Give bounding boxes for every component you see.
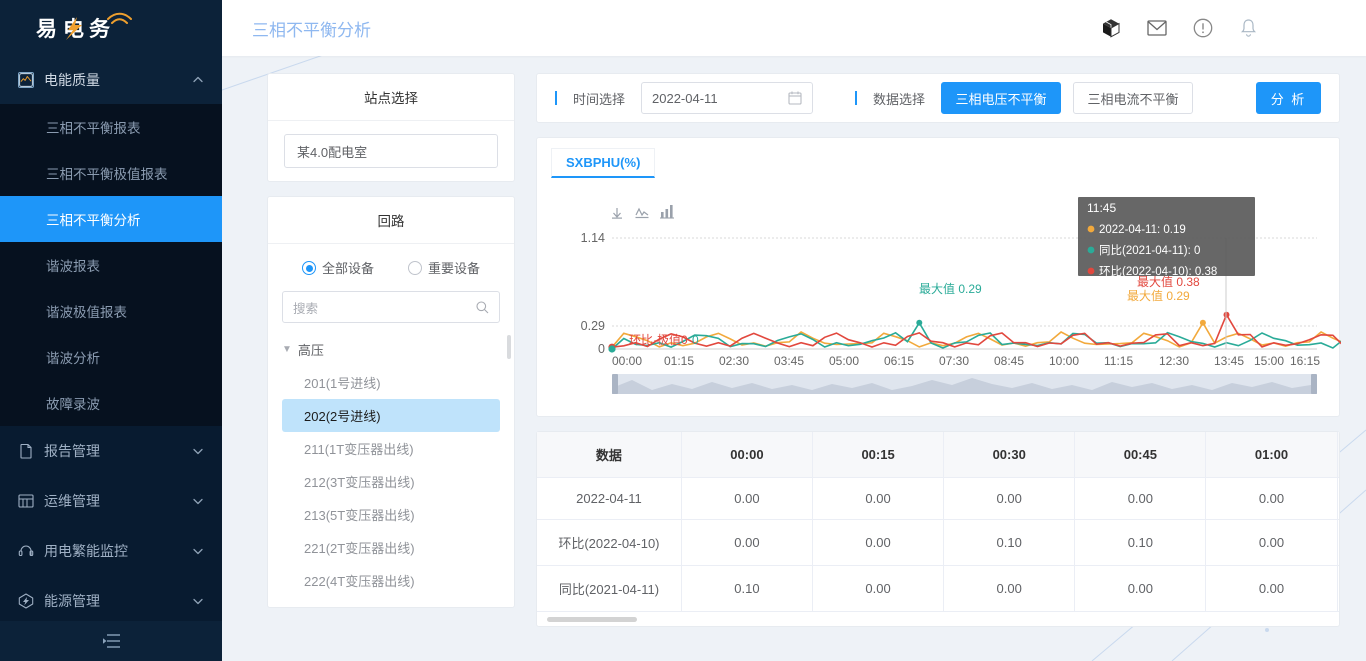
svg-text:02:30: 02:30 — [719, 354, 749, 368]
svg-text:最大值 0.29: 最大值 0.29 — [1127, 288, 1190, 303]
svg-text:13:45: 13:45 — [1214, 354, 1244, 368]
svg-text:环比·极值0: 环比·极值0 — [629, 332, 688, 347]
svg-text:0: 0 — [598, 342, 605, 356]
svg-text:12:30: 12:30 — [1159, 354, 1189, 368]
svg-text:15:00: 15:00 — [1254, 354, 1284, 368]
svg-text:16:15: 16:15 — [1290, 354, 1320, 368]
svg-text:0.29: 0.29 — [581, 319, 605, 333]
svg-text:08:45: 08:45 — [994, 354, 1024, 368]
svg-text:00:00: 00:00 — [612, 354, 642, 368]
svg-text:务: 务 — [89, 17, 111, 41]
svg-text:11:15: 11:15 — [1104, 354, 1133, 368]
svg-text:10:00: 10:00 — [1049, 354, 1079, 368]
svg-text:07:30: 07:30 — [939, 354, 969, 368]
svg-text:环比(2022-04-10): 0.38: 环比(2022-04-10): 0.38 — [1099, 265, 1217, 278]
svg-text:03:45: 03:45 — [774, 354, 804, 368]
svg-text:易: 易 — [36, 18, 58, 41]
svg-text:11:45: 11:45 — [1087, 201, 1116, 215]
svg-text:最大值 0.29: 最大值 0.29 — [919, 281, 982, 296]
svg-text:05:00: 05:00 — [829, 354, 859, 368]
svg-text:2022-04-11: 0.19: 2022-04-11: 0.19 — [1099, 224, 1186, 236]
svg-text:0: 0 — [692, 333, 699, 347]
svg-text:06:15: 06:15 — [884, 354, 914, 368]
svg-text:01:15: 01:15 — [664, 354, 694, 368]
svg-text:同比(2021-04-11): 0: 同比(2021-04-11): 0 — [1099, 244, 1200, 257]
svg-text:1.14: 1.14 — [581, 231, 605, 245]
